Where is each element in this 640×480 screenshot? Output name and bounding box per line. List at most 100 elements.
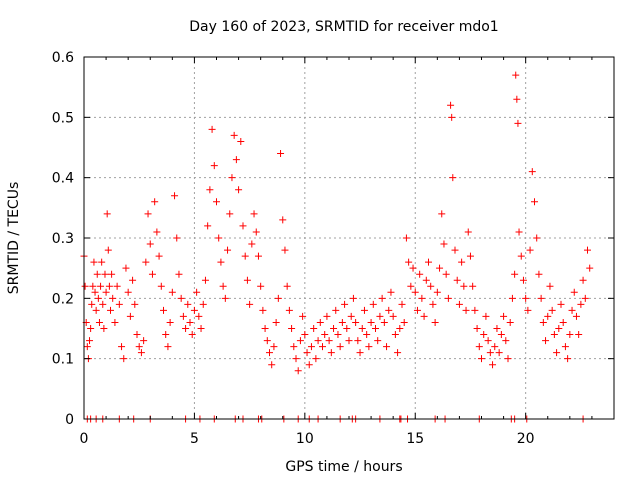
data-point <box>92 306 100 314</box>
data-point <box>489 361 497 369</box>
data-point <box>515 228 523 236</box>
data-point <box>327 349 335 357</box>
data-point <box>151 198 159 206</box>
data-point <box>279 216 287 224</box>
y-tick-label: 0.3 <box>52 231 74 247</box>
data-point <box>248 240 256 248</box>
data-point <box>444 294 452 302</box>
data-point <box>387 288 395 296</box>
data-point <box>484 337 492 345</box>
data-point <box>97 282 105 290</box>
data-point <box>261 325 269 332</box>
data-point <box>380 318 388 326</box>
data-point <box>460 282 468 290</box>
data-point <box>570 288 578 296</box>
data-point <box>323 312 331 320</box>
data-point <box>495 349 503 357</box>
data-point <box>129 276 137 284</box>
data-point <box>471 306 479 314</box>
data-point <box>526 246 534 254</box>
data-point <box>491 343 499 351</box>
data-point <box>321 331 329 339</box>
data-point <box>429 300 437 308</box>
data-point <box>312 355 320 363</box>
data-point <box>111 318 119 326</box>
data-point <box>257 282 265 290</box>
data-point <box>502 337 510 345</box>
data-point <box>464 228 472 236</box>
data-point <box>101 270 109 278</box>
data-point <box>237 137 245 145</box>
data-point <box>577 300 585 308</box>
data-point <box>453 276 461 284</box>
data-point <box>95 318 103 326</box>
data-point <box>232 156 240 164</box>
data-point <box>153 228 161 236</box>
data-point <box>584 246 591 254</box>
data-points-layer <box>80 71 594 423</box>
data-point <box>277 150 285 158</box>
data-point <box>146 240 154 248</box>
data-point <box>579 276 587 284</box>
data-point <box>568 306 576 314</box>
data-point <box>420 312 428 320</box>
y-tick-label: 0.4 <box>52 171 74 187</box>
data-point <box>296 337 304 345</box>
data-point <box>400 318 408 326</box>
data-point <box>177 294 185 302</box>
data-point <box>374 337 382 345</box>
data-point <box>217 258 225 266</box>
data-point <box>389 312 397 320</box>
y-tick-label: 0 <box>65 412 74 428</box>
data-point <box>354 337 362 345</box>
data-point <box>133 331 141 339</box>
data-point <box>478 355 485 363</box>
data-point <box>349 294 357 302</box>
data-point <box>409 264 417 272</box>
data-point <box>105 282 113 290</box>
data-point <box>533 234 541 242</box>
data-point <box>347 312 355 320</box>
data-point <box>564 355 572 363</box>
data-point <box>193 288 201 296</box>
data-point <box>367 318 375 326</box>
data-point <box>171 192 179 200</box>
y-tick-label: 0.2 <box>52 291 74 307</box>
data-point <box>422 276 430 284</box>
data-point <box>188 331 196 339</box>
data-point <box>431 318 439 326</box>
data-point <box>228 174 236 182</box>
data-point <box>528 168 536 176</box>
data-point <box>241 252 249 260</box>
data-point <box>396 325 404 332</box>
data-point <box>285 306 293 314</box>
data-point <box>448 113 456 121</box>
data-point <box>372 325 379 332</box>
x-axis-label: GPS time / hours <box>285 459 402 475</box>
data-point <box>447 101 455 109</box>
data-point <box>81 282 89 290</box>
data-point <box>358 325 366 332</box>
data-point <box>268 361 276 369</box>
data-point <box>252 228 260 236</box>
data-point <box>179 312 187 320</box>
data-point <box>144 210 152 218</box>
data-point <box>519 276 527 284</box>
x-tick-label: 20 <box>517 431 535 447</box>
data-point <box>88 300 96 308</box>
data-point <box>102 288 110 296</box>
data-point <box>162 331 170 339</box>
data-point <box>206 186 214 194</box>
data-point <box>352 318 360 326</box>
data-point <box>305 361 313 369</box>
data-point <box>89 282 97 290</box>
data-point <box>376 312 384 320</box>
data-point <box>360 306 368 314</box>
data-point <box>345 337 353 345</box>
chart-title: Day 160 of 2023, SRMTID for receiver mdo… <box>189 19 498 35</box>
data-point <box>259 306 267 314</box>
data-point <box>197 325 205 332</box>
x-tick-label: 15 <box>406 431 424 447</box>
data-point <box>455 300 463 308</box>
data-point <box>336 343 344 351</box>
